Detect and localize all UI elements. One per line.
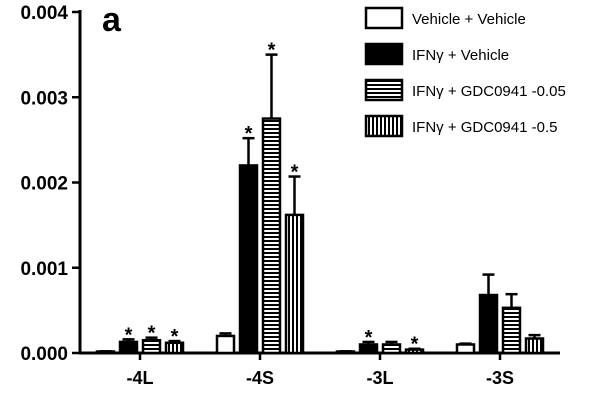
bar [455,343,476,355]
legend-swatch [364,114,404,138]
bar [335,350,356,355]
significance-star: * [148,323,156,345]
bars-layer: * * * * * * * * [95,40,545,356]
legend: Vehicle + Vehicle IFNγ + Vehicle IFNγ + GD… [364,6,566,138]
legend-label: Vehicle + Vehicle [412,11,526,28]
legend-swatch [364,6,404,30]
bar [95,350,116,355]
significance-star: * [125,324,133,346]
bar [215,334,236,355]
bar [404,348,425,355]
significance-star: * [268,40,276,62]
significance-star: * [171,326,179,348]
x-tick-label: -4S [246,368,274,388]
legend-label: IFNγ + Vehicle [412,47,509,64]
bar [141,338,162,355]
bar [164,341,185,355]
legend-label: IFNγ + GDC0941 -0.5 [412,119,557,136]
bar [261,117,282,355]
significance-star: * [245,123,253,145]
bar [284,213,305,355]
y-tick-label: 0.001 [20,259,68,280]
x-tick-label: -4L [127,368,154,388]
bar [358,343,379,355]
x-tick-label: -3S [486,368,514,388]
legend-label: IFNγ + GDC0941 -0.05 [412,83,566,100]
bar [524,337,545,355]
y-tick-label: 0.004 [20,3,68,24]
y-tick-label: 0.000 [20,344,68,365]
significance-star: * [411,334,419,356]
bar [501,306,522,355]
bar [238,164,259,355]
bar [118,340,139,355]
legend-swatch [364,42,404,66]
bar [478,293,499,355]
significance-star: * [291,162,299,184]
y-tick-label: 0.003 [20,88,68,109]
y-tick-label: 0.002 [20,174,68,195]
significance-star: * [365,327,373,349]
bar [381,343,402,355]
panel-letter: a [102,1,122,39]
x-tick-label: -3L [367,368,394,388]
legend-swatch [364,78,404,102]
